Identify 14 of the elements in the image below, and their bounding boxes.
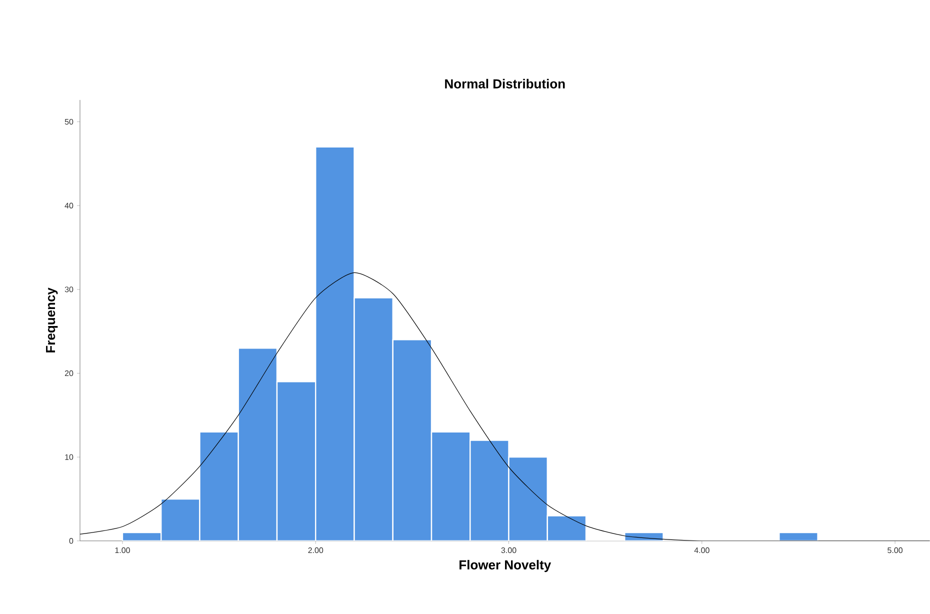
y-tick-label: 40 xyxy=(64,202,74,208)
y-tick-label: 0 xyxy=(69,538,74,544)
x-tick-label: 2.00 xyxy=(308,547,324,554)
y-tick-label: 50 xyxy=(64,119,74,125)
x-axis-title: Flower Novelty xyxy=(460,560,552,572)
y-tick-label: 10 xyxy=(65,454,74,460)
chart-title: Normal Distribution xyxy=(445,78,565,89)
x-tick-label: 1.00 xyxy=(115,547,130,554)
x-tick-label: 3.00 xyxy=(501,547,516,554)
x-tick-label: 4.00 xyxy=(694,547,710,554)
y-tick-label: 20 xyxy=(64,370,74,376)
x-tick-label: 5.00 xyxy=(888,547,903,554)
y-tick-label: 30 xyxy=(64,286,74,292)
y-axis-title: Frequency xyxy=(46,288,58,352)
